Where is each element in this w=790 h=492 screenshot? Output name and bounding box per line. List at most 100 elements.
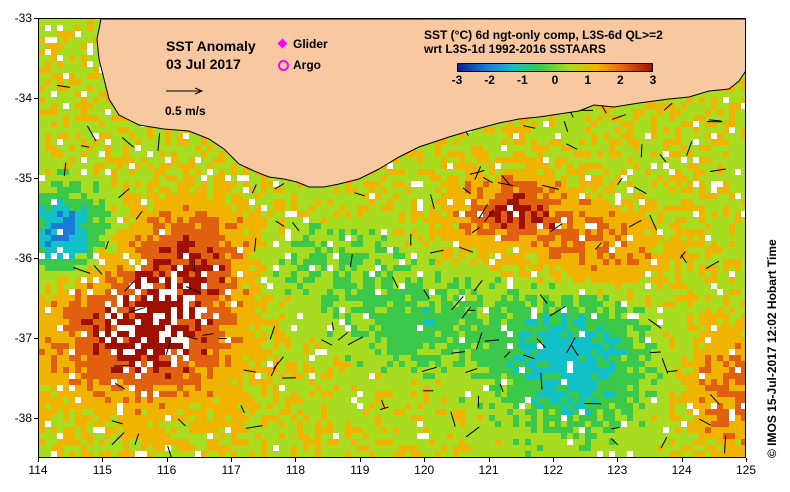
sst-cell <box>183 169 189 175</box>
sst-cell <box>411 259 417 265</box>
sst-cell <box>381 205 387 211</box>
sst-cell <box>237 181 243 187</box>
sst-cell <box>309 259 315 265</box>
sst-cell <box>381 229 387 235</box>
sst-cell <box>393 169 399 175</box>
sst-cell <box>573 121 579 127</box>
sst-cell <box>351 223 357 229</box>
sst-cell <box>633 247 639 253</box>
sst-cell <box>567 229 573 235</box>
sst-cell <box>417 229 423 235</box>
sst-cell <box>675 181 681 187</box>
sst-cell <box>615 259 621 265</box>
sst-cell <box>375 259 381 265</box>
sst-cell <box>267 253 273 259</box>
sst-cell <box>237 169 243 175</box>
sst-cell <box>477 163 483 169</box>
sst-cell <box>51 61 57 67</box>
sst-cell <box>93 103 99 109</box>
sst-cell <box>519 187 525 193</box>
sst-cell <box>159 235 165 241</box>
sst-cell <box>51 55 57 61</box>
sst-cell <box>615 109 621 115</box>
sst-cell <box>555 259 561 265</box>
sst-cell <box>45 103 51 109</box>
sst-cell <box>687 169 693 175</box>
sst-cell <box>729 139 735 145</box>
sst-cell <box>501 163 507 169</box>
sst-cell <box>663 97 669 103</box>
sst-cell <box>333 193 339 199</box>
sst-cell <box>81 169 87 175</box>
sst-cell <box>39 43 45 49</box>
sst-cell <box>675 223 681 229</box>
sst-cell <box>237 271 243 277</box>
sst-cell <box>153 205 159 211</box>
sst-cell <box>231 217 237 223</box>
sst-cell <box>165 205 171 211</box>
sst-cell <box>99 235 105 241</box>
sst-cell <box>237 241 243 247</box>
sst-cell <box>381 265 387 271</box>
sst-cell <box>531 205 537 211</box>
sst-cell <box>501 145 507 151</box>
sst-cell <box>123 133 129 139</box>
sst-cell <box>135 139 141 145</box>
sst-cell <box>669 169 675 175</box>
sst-cell <box>549 145 555 151</box>
sst-cell <box>525 193 531 199</box>
sst-cell <box>99 265 105 271</box>
sst-cell <box>579 241 585 247</box>
sst-cell <box>189 223 195 229</box>
sst-cell <box>705 175 711 181</box>
sst-cell <box>45 163 51 169</box>
sst-cell <box>303 235 309 241</box>
sst-cell <box>141 271 147 277</box>
sst-cell <box>645 229 651 235</box>
sst-cell <box>555 253 561 259</box>
sst-cell <box>639 253 645 259</box>
sst-cell <box>615 169 621 175</box>
sst-cell <box>93 37 99 43</box>
sst-cell <box>705 91 711 97</box>
sst-cell <box>87 157 93 163</box>
sst-cell <box>81 247 87 253</box>
sst-cell <box>45 115 51 121</box>
sst-cell <box>681 133 687 139</box>
sst-cell <box>273 181 279 187</box>
sst-cell <box>285 211 291 217</box>
sst-cell <box>261 199 267 205</box>
sst-cell <box>207 253 213 259</box>
sst-cell <box>663 205 669 211</box>
sst-cell <box>411 205 417 211</box>
sst-cell <box>615 211 621 217</box>
sst-cell <box>249 217 255 223</box>
sst-cell <box>63 91 69 97</box>
sst-cell <box>111 175 117 181</box>
sst-cell <box>99 115 105 121</box>
sst-cell <box>453 223 459 229</box>
sst-cell <box>711 253 717 259</box>
sst-cell <box>177 235 183 241</box>
sst-cell <box>231 157 237 163</box>
sst-cell <box>693 229 699 235</box>
sst-cell <box>81 223 87 229</box>
sst-cell <box>531 193 537 199</box>
sst-cell <box>195 193 201 199</box>
sst-cell <box>165 247 171 253</box>
sst-cell <box>69 109 75 115</box>
sst-cell <box>639 187 645 193</box>
sst-cell <box>387 217 393 223</box>
sst-cell <box>111 259 117 265</box>
sst-cell <box>717 259 723 265</box>
sst-cell <box>699 127 705 133</box>
sst-cell <box>609 205 615 211</box>
sst-cell <box>69 121 75 127</box>
sst-cell <box>687 139 693 145</box>
sst-cell <box>675 229 681 235</box>
sst-cell <box>585 169 591 175</box>
sst-cell <box>609 139 615 145</box>
sst-cell <box>201 253 207 259</box>
sst-cell <box>669 145 675 151</box>
sst-cell <box>705 109 711 115</box>
